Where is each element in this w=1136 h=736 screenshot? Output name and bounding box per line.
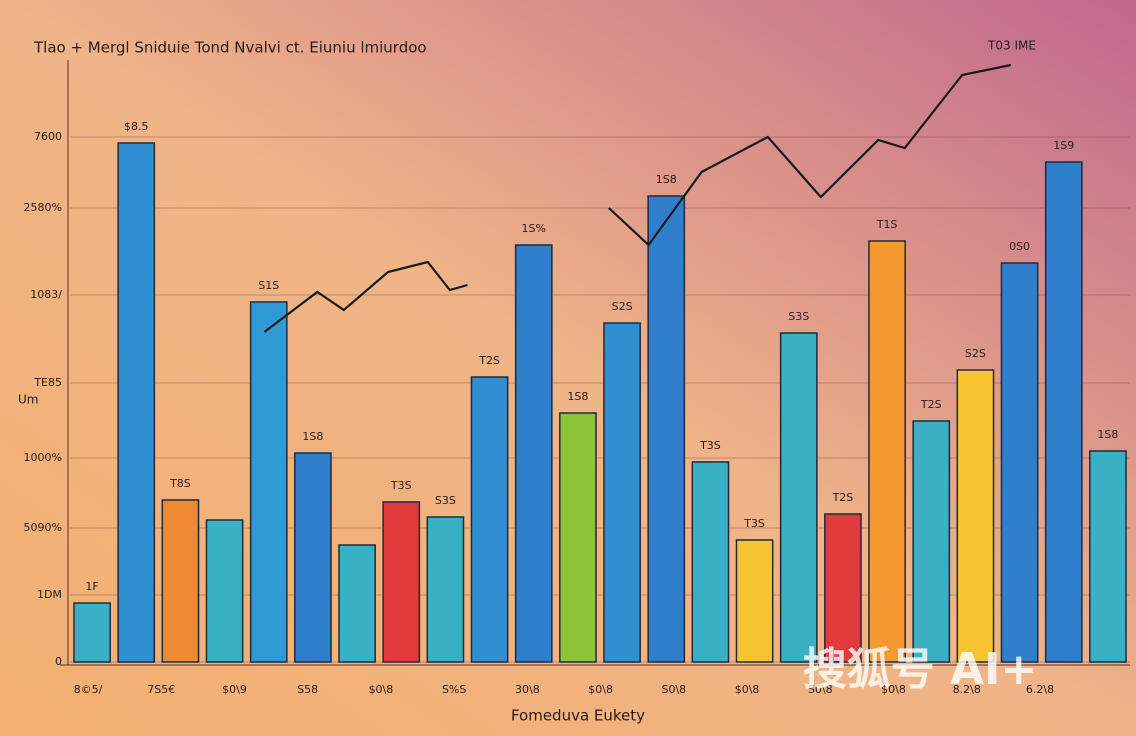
bar: [559, 412, 597, 663]
x-tick-label: $0\8: [881, 683, 906, 696]
y-tick-label: 0: [55, 655, 62, 668]
bar-label: 1S9: [1053, 139, 1074, 152]
bar-label: 1S8: [1097, 428, 1118, 441]
bar-label: $8.5: [124, 120, 149, 133]
bar-label: S3S: [788, 310, 809, 323]
bar-label: T2S: [478, 354, 500, 367]
x-tick-label: S58: [297, 683, 318, 696]
trend-line: [263, 260, 468, 333]
bar: [249, 301, 288, 663]
y-tick-label: 5090%: [24, 521, 62, 534]
bar: [426, 516, 465, 663]
watermark: 搜狐号 AI+: [803, 644, 1038, 695]
bar: [338, 544, 376, 663]
x-tick-label: S%S: [442, 683, 466, 696]
bar-label: 1S8: [656, 173, 677, 186]
bar-label: T2S: [832, 491, 854, 504]
x-tick-label: $0\8: [588, 683, 613, 696]
bar: [73, 602, 111, 663]
x-tick-label: 8©5/: [74, 683, 103, 696]
x-tick-label: 7S5€: [147, 683, 175, 696]
x-tick-label: $0\8: [369, 683, 394, 696]
y-tick-label: 7600: [34, 130, 62, 143]
y-axis-label: Um: [18, 393, 38, 407]
bar: [691, 461, 730, 663]
bar: [205, 519, 244, 663]
bar-label: S1S: [258, 279, 279, 292]
trend-line: [608, 63, 1011, 247]
x-tick-label: $0\8: [735, 683, 760, 696]
x-tick-label: 8.2\8: [953, 683, 981, 696]
bar: [912, 420, 951, 663]
bar-label: S3S: [435, 494, 456, 507]
bar: [647, 195, 686, 663]
bar: [514, 244, 553, 663]
x-tick-label: S0\8: [808, 683, 833, 696]
x-tick-label: 30\8: [515, 683, 540, 696]
bar: [824, 513, 862, 663]
bar-label: T3S: [743, 517, 765, 530]
bar: [868, 240, 906, 663]
y-tick-label: 1DM: [37, 588, 62, 601]
bar-label: T3S: [699, 439, 721, 452]
bar-label: S2S: [965, 347, 986, 360]
bar: [603, 322, 641, 663]
bar: [956, 369, 995, 663]
bar-label: 1F: [85, 580, 98, 593]
bar: [1089, 450, 1127, 663]
bar-label: 1S8: [567, 390, 588, 403]
bar-label: 1S%: [522, 222, 546, 235]
bar-label: T8S: [169, 477, 191, 490]
x-tick-label: $0\9: [222, 683, 247, 696]
bar: [1044, 161, 1083, 663]
y-tick-label: TE85: [33, 376, 62, 389]
x-axis-label: Fomeduva Eukety: [511, 707, 645, 725]
bar: [779, 332, 818, 663]
bar-label: T3S: [390, 479, 412, 492]
chart-subtitle: T03 IME: [987, 39, 1036, 53]
bar-label: S2S: [612, 300, 633, 313]
bar: [735, 539, 774, 663]
x-tick-label: 6.2\8: [1026, 683, 1054, 696]
y-tick-label: 2580%: [24, 201, 62, 214]
y-tick-label: 1083/: [30, 288, 62, 301]
bar: [294, 452, 332, 663]
bar-label: 0S0: [1009, 240, 1030, 253]
chart-title: Tlao + Mergl Sniduie Tond Nvalvi ct. Eiu…: [33, 39, 427, 57]
bar: [1000, 262, 1039, 663]
bar-label: T2S: [920, 398, 942, 411]
bar: [161, 499, 200, 663]
bar-label: 1S8: [302, 430, 323, 443]
bar: [382, 501, 421, 663]
y-tick-label: 1000%: [24, 451, 62, 464]
bar-label: T1S: [876, 218, 898, 231]
bar: [470, 376, 509, 663]
x-tick-label: S0\8: [662, 683, 687, 696]
bar: [117, 142, 156, 663]
